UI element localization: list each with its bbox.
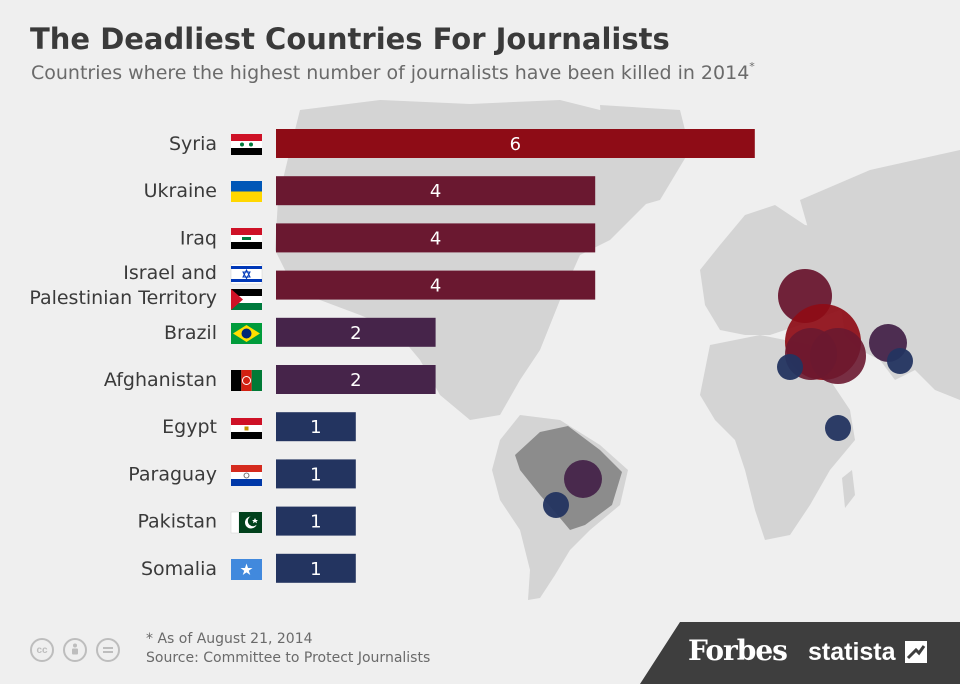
pakistan-flag bbox=[230, 511, 262, 534]
bar-ukraine bbox=[276, 176, 596, 206]
bar-value-pakistan: 1 bbox=[310, 512, 321, 533]
paraguay-flag bbox=[231, 465, 262, 486]
no-derivatives-icon bbox=[96, 638, 120, 662]
bar-value-somalia: 1 bbox=[310, 559, 321, 580]
attribution-icon bbox=[63, 638, 87, 662]
category-label-paraguay: Paraguay bbox=[128, 463, 217, 485]
bar-paraguay bbox=[276, 459, 356, 489]
bar-israel-and-palestinian-territory bbox=[276, 270, 596, 300]
cc-icon: cc bbox=[30, 638, 54, 662]
bar-value-syria: 6 bbox=[510, 134, 521, 155]
category-label-afghanistan: Afghanistan bbox=[104, 369, 217, 391]
bar-value-ukraine: 4 bbox=[430, 181, 441, 202]
bar-value-paraguay: 1 bbox=[310, 464, 321, 485]
category-label-somalia: Somalia bbox=[141, 558, 217, 580]
bar-value-israel-and-palestinian-territory: 4 bbox=[430, 276, 441, 297]
statista-icon bbox=[904, 641, 927, 663]
somalia-bubble bbox=[825, 415, 851, 441]
category-label-pakistan: Pakistan bbox=[137, 511, 217, 533]
chart-title: The Deadliest Countries For Journalists bbox=[30, 22, 670, 56]
forbes-logo: Forbes bbox=[688, 634, 788, 667]
category-label-brazil: Brazil bbox=[164, 322, 217, 344]
subtitle-footnote-mark: * bbox=[749, 60, 755, 73]
somalia-flag bbox=[231, 559, 262, 580]
subtitle-text: Countries where the highest number of jo… bbox=[31, 62, 750, 84]
bar-brazil bbox=[276, 317, 436, 347]
source: Source: Committee to Protect Journalists bbox=[146, 650, 431, 666]
footer-band bbox=[640, 622, 960, 684]
category-label-syria: Syria bbox=[169, 133, 217, 155]
brazil-flag bbox=[231, 323, 262, 344]
madagascar-shape bbox=[842, 470, 855, 508]
category-label-egypt: Egypt bbox=[162, 416, 217, 438]
bar-somalia bbox=[276, 553, 356, 583]
country-flags bbox=[230, 134, 263, 580]
bar-value-egypt: 1 bbox=[310, 417, 321, 438]
egypt-bubble bbox=[777, 354, 803, 380]
footnote: * As of August 21, 2014 bbox=[146, 631, 313, 647]
iraq-flag bbox=[231, 228, 262, 249]
category-label-iraq: Iraq bbox=[180, 227, 217, 249]
bar-value-afghanistan: 2 bbox=[350, 370, 361, 391]
bar-egypt bbox=[276, 412, 356, 442]
egypt-flag bbox=[231, 418, 262, 439]
bar-value-labels: 6 4 4 4 2 2 1 1 1 1 bbox=[310, 134, 521, 580]
bar-syria bbox=[276, 129, 755, 158]
category-labels: Syria Ukraine Iraq Israel and Palestinian Te… bbox=[29, 133, 217, 580]
ukraine-flag bbox=[231, 181, 262, 202]
statista-logo: statista bbox=[808, 638, 927, 667]
brazil-bubble bbox=[564, 460, 602, 498]
palestine-flag bbox=[231, 289, 262, 310]
paraguay-bubble bbox=[543, 492, 569, 518]
bar-value-iraq: 4 bbox=[430, 228, 441, 249]
syria-flag bbox=[231, 134, 262, 155]
bar-iraq bbox=[276, 223, 596, 253]
footnote-block: * As of August 21, 2014 Source: Committe… bbox=[146, 630, 430, 668]
statista-wordmark: statista bbox=[808, 638, 896, 666]
category-label-israel-and-palestinian-territory: Israel and Palestinian Territory bbox=[29, 262, 217, 309]
africa-shape bbox=[700, 335, 855, 540]
asia-shape bbox=[800, 150, 960, 400]
bar-pakistan bbox=[276, 506, 356, 536]
category-label-ukraine: Ukraine bbox=[144, 180, 217, 202]
bar-value-brazil: 2 bbox=[350, 323, 361, 344]
afghanistan-flag bbox=[231, 370, 262, 391]
pakistan-bubble bbox=[887, 348, 913, 374]
bar-afghanistan bbox=[276, 365, 436, 394]
israel-flag bbox=[230, 263, 263, 285]
chart-subtitle: Countries where the highest number of jo… bbox=[31, 60, 755, 84]
bars bbox=[276, 129, 755, 583]
